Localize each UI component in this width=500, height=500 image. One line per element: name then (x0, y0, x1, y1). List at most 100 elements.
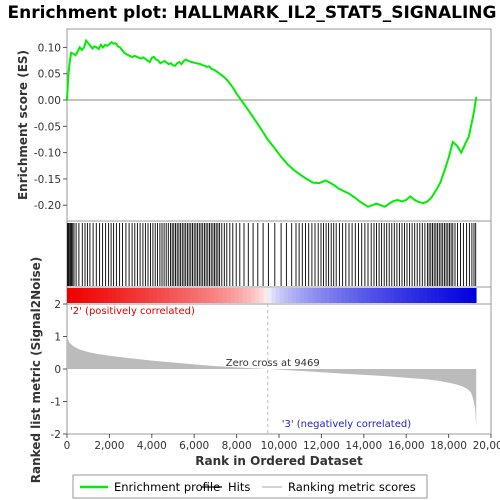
band-cell (418, 288, 424, 303)
band-cell (222, 288, 227, 303)
band-cell (71, 288, 76, 303)
band-cell (83, 288, 88, 303)
band-cell (173, 288, 178, 303)
ranked-y-tick-label: 1 (54, 332, 61, 344)
band-cell (316, 288, 322, 303)
band-cell (67, 288, 72, 303)
band-cell (320, 288, 326, 303)
band-cell (472, 288, 477, 303)
band-cell (312, 288, 317, 303)
band-cell (332, 288, 338, 303)
band-cell (279, 288, 285, 303)
legend-label: Enrichment profile (114, 480, 220, 494)
band-cell (328, 288, 334, 303)
band-cell (324, 288, 330, 303)
band-cell (181, 288, 187, 303)
band-cell (99, 288, 105, 303)
band-cell (218, 288, 223, 303)
band-cell (459, 288, 465, 303)
band-cell (349, 288, 354, 303)
x-axis-title: Rank in Ordered Dataset (195, 454, 363, 468)
band-cell (308, 288, 313, 303)
band-cell (87, 288, 92, 303)
es-y-tick-label: -0.10 (34, 148, 61, 160)
band-cell (263, 288, 268, 303)
band-cell (206, 288, 211, 303)
band-cell (361, 288, 367, 303)
x-tick-label: 14,000 (345, 440, 382, 452)
band-cell (377, 288, 383, 303)
legend-label: Hits (228, 480, 250, 494)
band-cell (193, 288, 199, 303)
band-cell (435, 288, 440, 303)
band-cell (365, 288, 371, 303)
band-cell (238, 288, 244, 303)
band-cell (467, 288, 473, 303)
band-cell (148, 288, 154, 303)
band-cell (382, 288, 387, 303)
band-cell (197, 288, 203, 303)
band-cell (247, 288, 252, 303)
band-cell (267, 288, 272, 303)
band-cell (91, 288, 97, 303)
band-cell (386, 288, 391, 303)
band-cell (357, 288, 362, 303)
band-cell (177, 288, 182, 303)
band-cell (144, 288, 150, 303)
x-tick-label: 20,000 (473, 440, 500, 452)
enrichment-profile-line (66, 38, 478, 208)
band-cell (202, 288, 207, 303)
legend-frame (72, 474, 428, 499)
x-tick-label: 12,000 (303, 440, 340, 452)
band-cell (79, 288, 84, 303)
band-cell (275, 288, 281, 303)
hits-panel (66, 220, 492, 288)
band-cell (300, 288, 305, 303)
negative-correlation-label: '3' (negatively correlated) (282, 419, 411, 430)
band-cell (353, 288, 358, 303)
band-cell (443, 288, 448, 303)
band-cell (414, 288, 420, 303)
band-cell (140, 288, 146, 303)
band-cell (447, 288, 453, 303)
x-tick-label: 2,000 (94, 440, 124, 452)
band-cell (107, 288, 113, 303)
es-y-tick-label: 0.05 (38, 69, 61, 81)
x-tick-label: 4,000 (137, 440, 167, 452)
band-cell (255, 288, 260, 303)
band-cell (455, 288, 461, 303)
band-cell (136, 288, 142, 303)
ranked-panel: '2' (positively correlated) Zero cross a… (29, 257, 492, 483)
band-cell (394, 288, 399, 303)
x-tick-label: 16,000 (388, 440, 425, 452)
band-cell (152, 288, 158, 303)
band-cell (287, 288, 293, 303)
band-cell (304, 288, 309, 303)
band-cell (157, 288, 162, 303)
es-panel: 0.10 0.05 0.00 -0.05 -0.10 -0.15 -0.20 Enrichm… (16, 28, 492, 222)
band-cell (341, 288, 346, 303)
band-cell (161, 288, 166, 303)
x-tick-label: 0 (64, 440, 71, 452)
gradient-band (66, 286, 492, 305)
band-cell (431, 288, 436, 303)
es-y-tick-label: -0.15 (34, 174, 61, 186)
band-cell (271, 288, 277, 303)
band-cell (112, 288, 117, 303)
band-cell (406, 288, 412, 303)
band-cell (120, 288, 125, 303)
band-cell (451, 288, 457, 303)
band-cell (390, 288, 395, 303)
es-axis-title: Enrichment score (ES) (16, 50, 30, 200)
band-cell (242, 288, 248, 303)
band-cell (116, 288, 121, 303)
band-cell (439, 288, 444, 303)
es-y-tick-label: 0.00 (38, 95, 61, 107)
es-y-tick-label: -0.20 (34, 200, 61, 212)
band-cell (128, 288, 133, 303)
positive-correlation-label: '2' (positively correlated) (70, 306, 195, 317)
band-cell (103, 288, 109, 303)
band-cell (369, 288, 375, 303)
band-cell (132, 288, 137, 303)
